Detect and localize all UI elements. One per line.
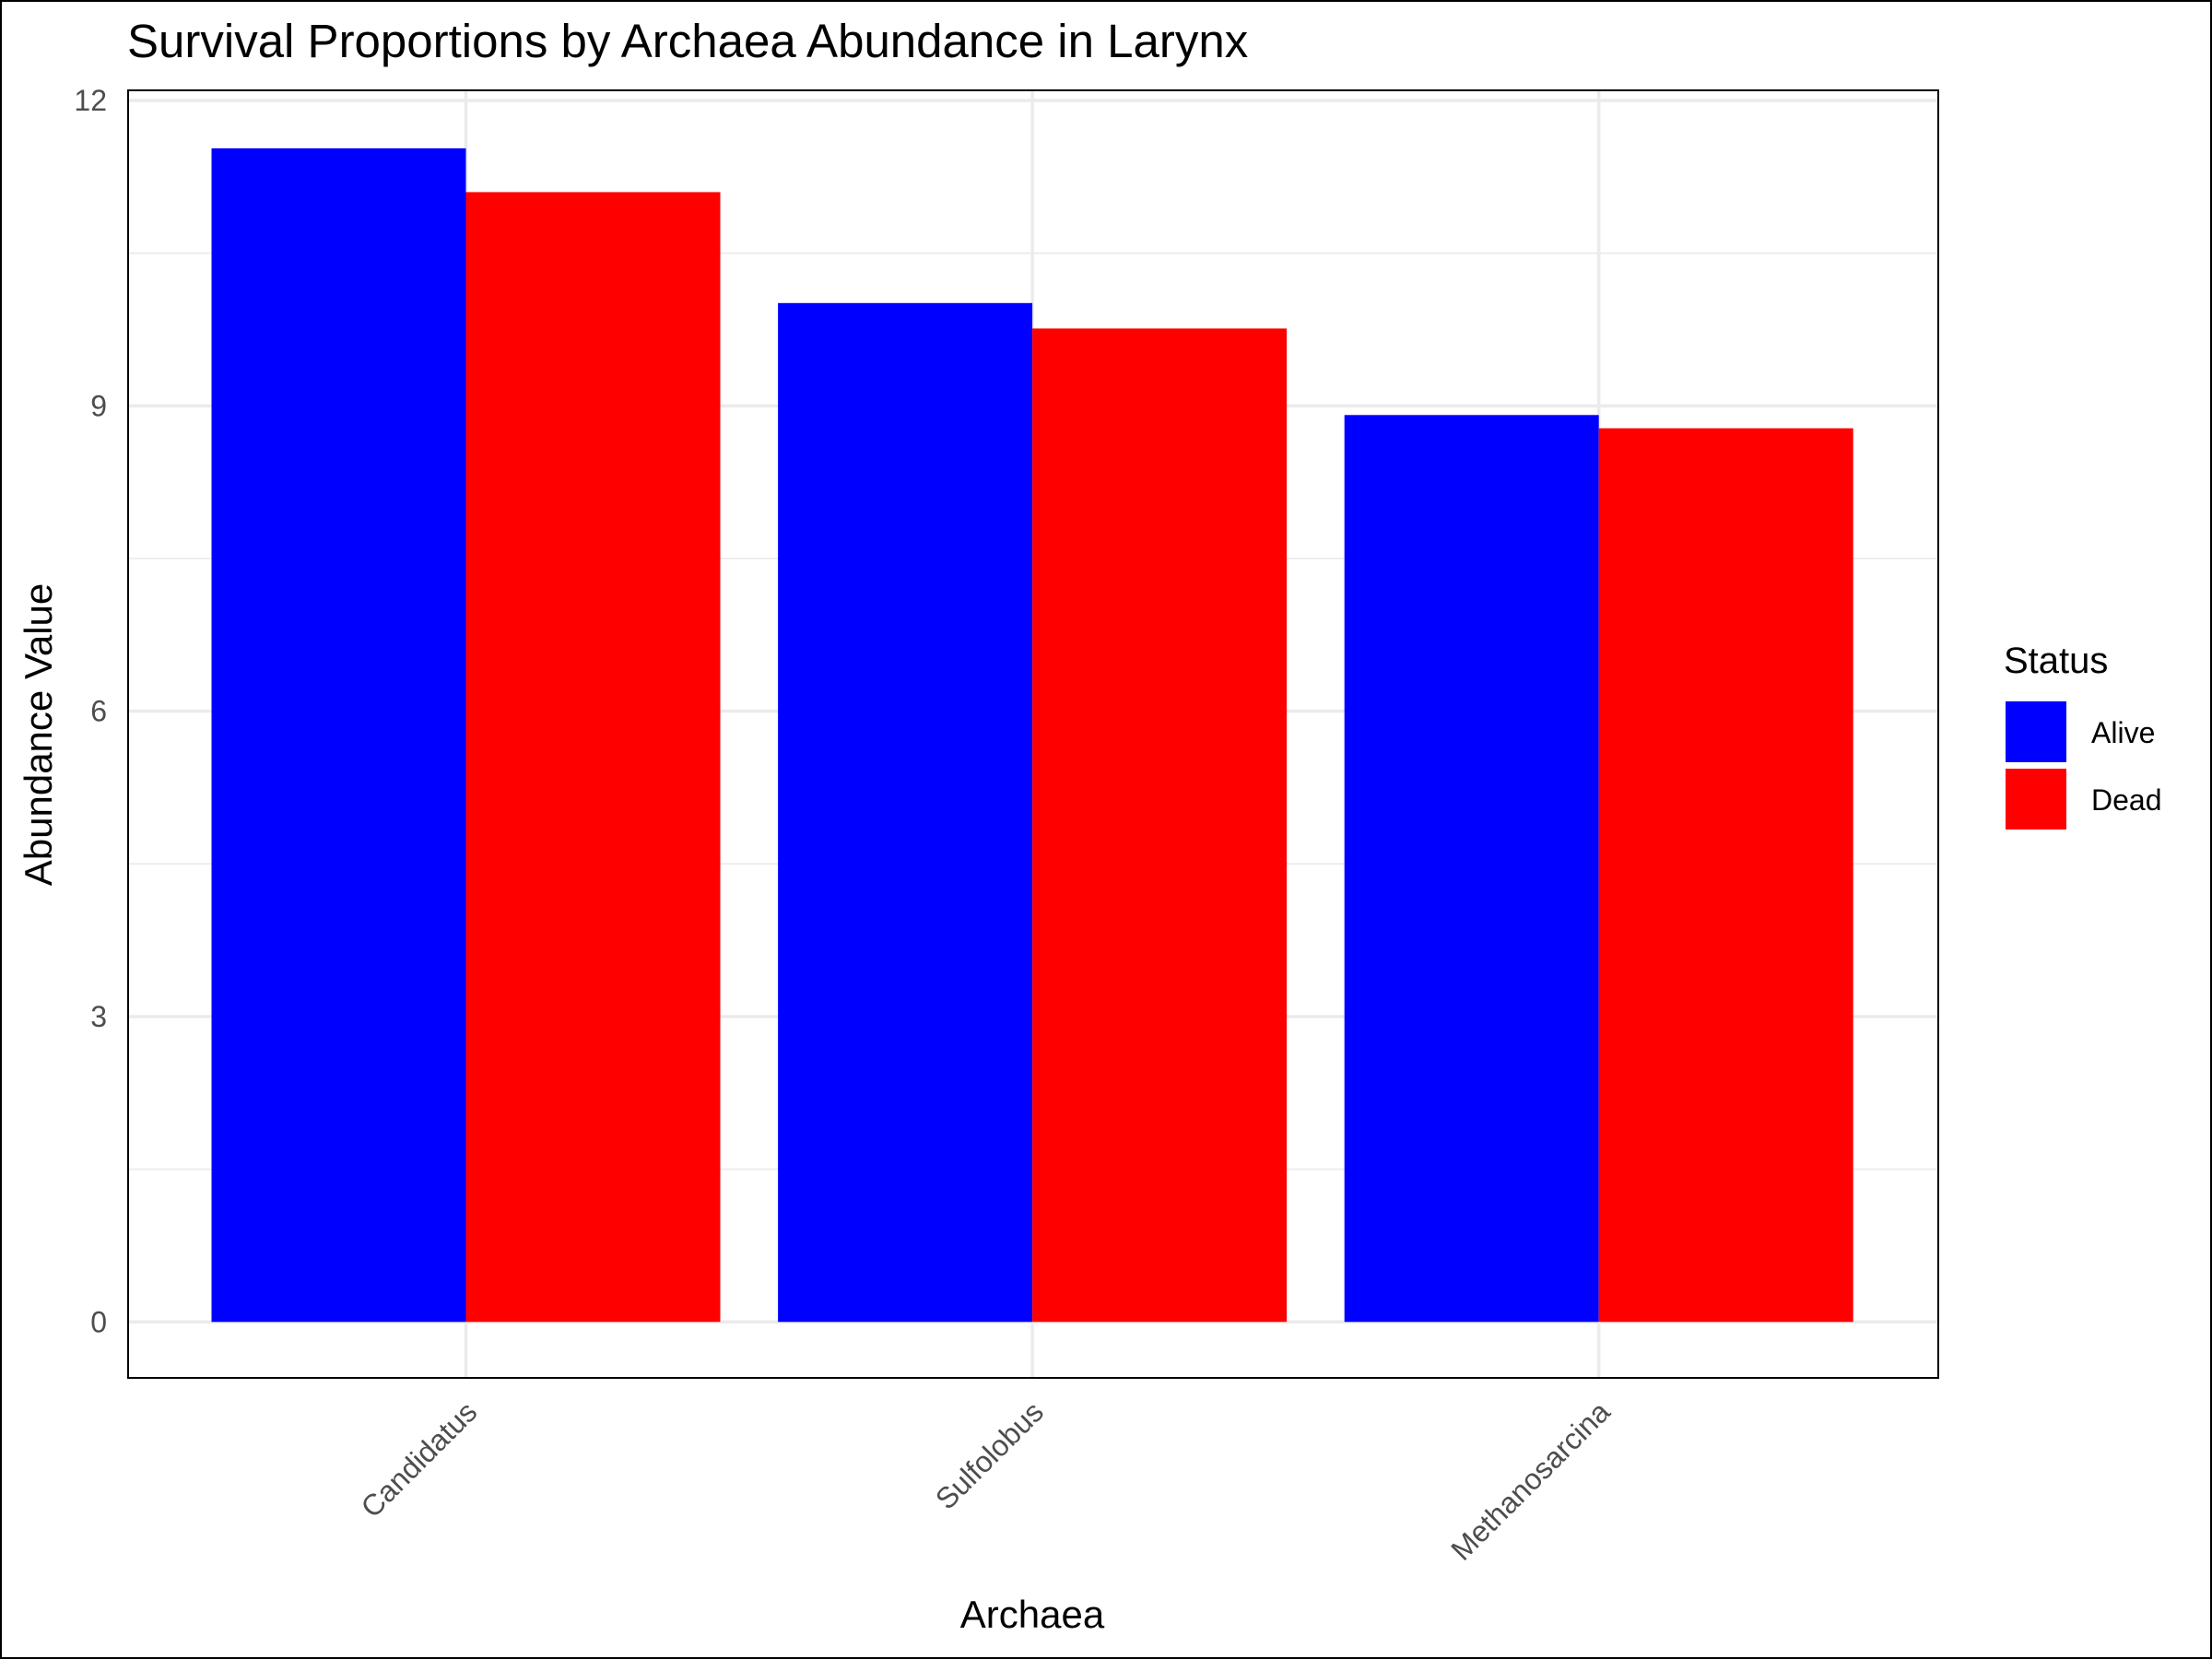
y-tick-label: 9 <box>90 389 107 422</box>
legend-label-alive: Alive <box>2091 716 2155 749</box>
y-tick-label: 0 <box>90 1305 107 1338</box>
legend-swatch-dead <box>2006 769 2066 830</box>
legend-swatch-alive <box>2006 701 2066 762</box>
chart-title: Survival Proportions by Archaea Abundanc… <box>127 15 1248 67</box>
y-axis-title: Abundance Value <box>17 583 60 887</box>
legend: Status Alive Dead <box>2004 641 2162 830</box>
legend-items: Alive Dead <box>2006 701 2162 830</box>
y-axis-ticks: 0 3 6 9 12 <box>74 84 107 1338</box>
x-tick-label: Candidatus <box>355 1394 484 1524</box>
bar-dead-candidatus <box>465 192 721 1323</box>
x-axis-ticks: Candidatus Sulfolobus Methanosarcina <box>355 1394 1617 1567</box>
bar-alive-candidatus <box>211 147 466 1323</box>
x-tick-label: Sulfolobus <box>929 1394 1050 1515</box>
x-axis-title: Archaea <box>960 1593 1105 1636</box>
y-tick-label: 3 <box>90 1000 107 1033</box>
bar-alive-methanosarcina <box>1344 415 1599 1323</box>
legend-label-dead: Dead <box>2091 783 2162 817</box>
y-tick-label: 6 <box>90 695 107 728</box>
x-tick-label: Methanosarcina <box>1444 1394 1617 1567</box>
bars <box>211 147 1853 1323</box>
bar-dead-methanosarcina <box>1598 428 1853 1323</box>
y-tick-label: 12 <box>74 84 107 117</box>
bar-alive-sulfolobus <box>778 302 1033 1323</box>
bar-dead-sulfolobus <box>1032 328 1288 1323</box>
legend-title: Status <box>2004 641 2108 681</box>
plot-panel-border <box>127 89 1939 1379</box>
